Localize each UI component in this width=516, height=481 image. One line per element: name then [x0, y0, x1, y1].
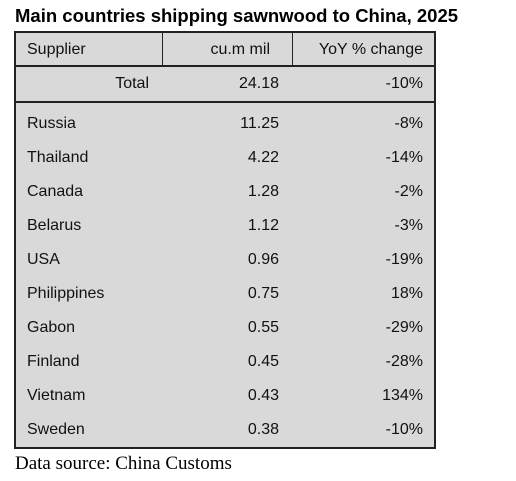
total-row: Total 24.18 -10% — [16, 67, 434, 103]
table-row: Philippines 0.75 18% — [16, 277, 434, 311]
yoy-cell: 18% — [390, 285, 423, 302]
table-row: Canada 1.28 -2% — [16, 175, 434, 209]
yoy-cell: -14% — [385, 149, 423, 166]
volume-cell: 0.96 — [247, 251, 279, 268]
supplier-cell: Philippines — [27, 285, 105, 302]
table-row: Finland 0.45 -28% — [16, 345, 434, 379]
total-yoy: -10% — [385, 75, 423, 92]
yoy-cell: -10% — [385, 421, 423, 438]
data-source-note: Data source: China Customs — [15, 453, 232, 474]
volume-cell: 0.75 — [247, 285, 279, 302]
table-body: Russia 11.25 -8% Thailand 4.22 -14% Cana… — [16, 107, 434, 447]
yoy-cell: -3% — [394, 217, 423, 234]
sawnwood-table: Supplier cu.m mil YoY % change Total 24.… — [14, 31, 436, 449]
header-divider — [292, 33, 293, 67]
supplier-cell: Thailand — [27, 149, 89, 166]
volume-cell: 11.25 — [240, 115, 279, 132]
yoy-cell: -2% — [394, 183, 423, 200]
yoy-cell: -28% — [385, 353, 423, 370]
volume-cell: 1.28 — [247, 183, 279, 200]
table-row: Sweden 0.38 -10% — [16, 413, 434, 447]
table-header-row: Supplier cu.m mil YoY % change — [16, 33, 434, 67]
yoy-cell: -19% — [385, 251, 423, 268]
table-row: Belarus 1.12 -3% — [16, 209, 434, 243]
supplier-cell: Russia — [27, 115, 76, 132]
table-row: Gabon 0.55 -29% — [16, 311, 434, 345]
supplier-cell: Canada — [27, 183, 84, 200]
volume-cell: 0.45 — [247, 353, 279, 370]
total-volume: 24.18 — [238, 75, 279, 92]
supplier-cell: Vietnam — [27, 387, 86, 404]
header-yoy: YoY % change — [318, 41, 423, 58]
supplier-cell: Finland — [27, 353, 80, 370]
volume-cell: 1.12 — [247, 217, 279, 234]
total-label: Total — [115, 75, 149, 92]
volume-cell: 0.43 — [247, 387, 279, 404]
header-divider — [162, 33, 163, 67]
header-supplier: Supplier — [27, 41, 86, 58]
table-row: USA 0.96 -19% — [16, 243, 434, 277]
supplier-cell: USA — [27, 251, 60, 268]
supplier-cell: Belarus — [27, 217, 82, 234]
yoy-cell: 134% — [382, 387, 423, 404]
volume-cell: 4.22 — [247, 149, 279, 166]
table-row: Thailand 4.22 -14% — [16, 141, 434, 175]
table-title: Main countries shipping sawnwood to Chin… — [15, 5, 459, 26]
supplier-cell: Sweden — [27, 421, 85, 438]
table-row: Vietnam 0.43 134% — [16, 379, 434, 413]
yoy-cell: -8% — [394, 115, 423, 132]
header-volume: cu.m mil — [210, 41, 270, 58]
volume-cell: 0.38 — [247, 421, 279, 438]
supplier-cell: Gabon — [27, 319, 76, 336]
table-row: Russia 11.25 -8% — [16, 107, 434, 141]
yoy-cell: -29% — [385, 319, 423, 336]
volume-cell: 0.55 — [247, 319, 279, 336]
